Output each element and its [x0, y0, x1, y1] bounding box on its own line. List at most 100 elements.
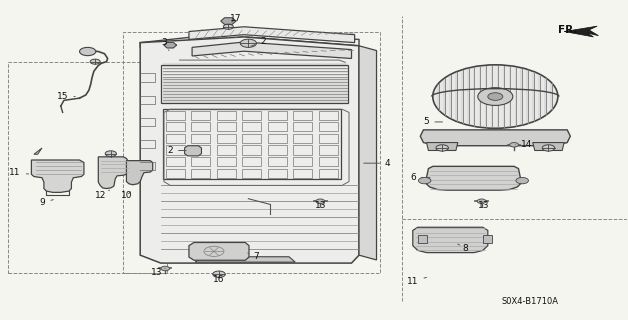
Text: 8: 8 [458, 244, 468, 253]
Circle shape [90, 59, 100, 64]
Bar [293, 110, 312, 120]
Bar [217, 122, 236, 131]
Bar [8, 62, 167, 273]
Text: 17: 17 [230, 14, 242, 23]
Bar [318, 110, 338, 120]
Circle shape [488, 93, 503, 100]
Bar [192, 157, 210, 166]
Polygon shape [164, 43, 176, 48]
Bar [268, 145, 287, 155]
Text: 6: 6 [410, 173, 430, 182]
Polygon shape [359, 46, 377, 260]
Text: S0X4-B1710A: S0X4-B1710A [502, 297, 558, 306]
Bar [123, 32, 380, 273]
Text: 4: 4 [364, 159, 391, 168]
Circle shape [213, 271, 225, 277]
Bar [293, 169, 312, 178]
Polygon shape [31, 160, 84, 192]
Circle shape [161, 266, 170, 271]
Bar [268, 134, 287, 143]
Bar [318, 145, 338, 155]
Polygon shape [425, 166, 522, 190]
Text: 14: 14 [516, 140, 533, 149]
Polygon shape [185, 146, 202, 156]
Bar [318, 169, 338, 178]
Circle shape [418, 178, 431, 184]
Circle shape [433, 65, 558, 128]
Bar [217, 145, 236, 155]
Bar [192, 110, 210, 120]
Bar [192, 134, 210, 143]
Text: 5: 5 [424, 117, 443, 126]
Polygon shape [221, 18, 236, 24]
Circle shape [478, 88, 513, 105]
Polygon shape [420, 130, 570, 146]
Text: FR.: FR. [558, 25, 577, 35]
Bar [163, 109, 341, 179]
Bar [217, 169, 236, 178]
Circle shape [316, 199, 325, 204]
Polygon shape [140, 37, 359, 263]
Polygon shape [413, 227, 488, 252]
Bar [166, 122, 185, 131]
Bar [166, 134, 185, 143]
Bar [166, 169, 185, 178]
Text: 16: 16 [214, 276, 225, 284]
Bar [217, 157, 236, 166]
Bar [217, 134, 236, 143]
Bar [161, 65, 349, 103]
Circle shape [80, 47, 96, 56]
Circle shape [542, 145, 555, 151]
Text: 3: 3 [161, 38, 169, 51]
Polygon shape [140, 32, 359, 47]
Bar [418, 236, 427, 243]
Text: 10: 10 [121, 191, 132, 200]
Bar [293, 145, 312, 155]
Polygon shape [189, 243, 249, 260]
Polygon shape [533, 142, 564, 150]
Polygon shape [34, 148, 42, 154]
Text: 13: 13 [479, 201, 490, 211]
Text: 11: 11 [407, 277, 426, 286]
Bar [268, 122, 287, 131]
Polygon shape [195, 257, 295, 262]
Bar [483, 236, 492, 243]
Text: 2: 2 [251, 36, 266, 46]
Text: 12: 12 [94, 190, 109, 200]
Circle shape [477, 199, 486, 204]
Polygon shape [564, 26, 598, 37]
Bar [293, 157, 312, 166]
Circle shape [105, 151, 116, 156]
Polygon shape [99, 157, 129, 188]
Circle shape [510, 142, 519, 147]
Bar [192, 145, 210, 155]
Text: 9: 9 [40, 198, 53, 207]
Bar [217, 110, 236, 120]
Bar [293, 134, 312, 143]
Text: 2: 2 [168, 146, 186, 155]
Text: 7: 7 [248, 252, 259, 261]
Bar [242, 122, 261, 131]
Polygon shape [192, 42, 352, 59]
Bar [192, 122, 210, 131]
Bar [268, 169, 287, 178]
Bar [192, 169, 210, 178]
Bar [242, 169, 261, 178]
Bar [242, 145, 261, 155]
Bar [268, 110, 287, 120]
Bar [166, 110, 185, 120]
Bar [293, 122, 312, 131]
Polygon shape [426, 142, 458, 150]
Text: 13: 13 [315, 202, 326, 211]
Circle shape [241, 39, 256, 47]
Polygon shape [126, 161, 153, 185]
Circle shape [436, 145, 448, 151]
Circle shape [224, 24, 234, 29]
Circle shape [516, 178, 528, 184]
Bar [242, 157, 261, 166]
Bar [242, 134, 261, 143]
Bar [318, 157, 338, 166]
Text: 13: 13 [151, 268, 165, 277]
Bar [268, 157, 287, 166]
Bar [318, 134, 338, 143]
